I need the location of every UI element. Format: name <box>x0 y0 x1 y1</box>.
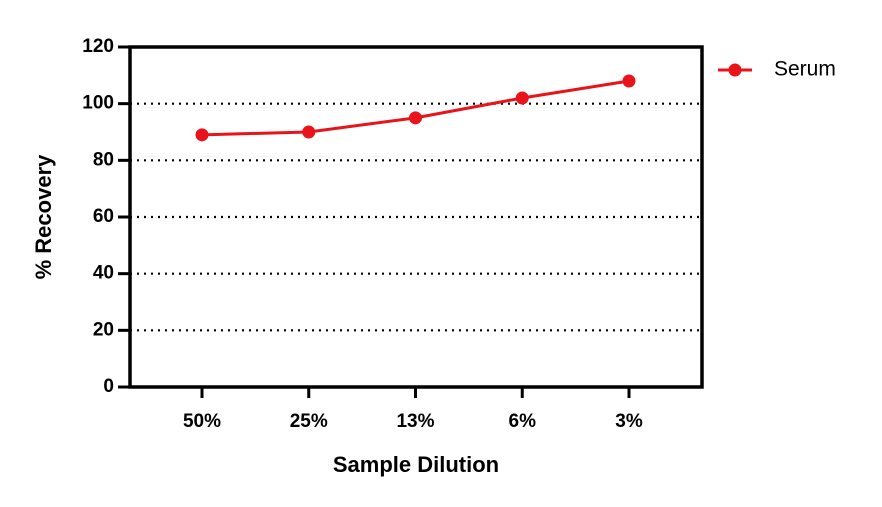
legend-marker <box>728 63 742 77</box>
data-point <box>409 111 422 125</box>
data-point <box>515 91 529 105</box>
legend-label: Serum <box>774 58 836 81</box>
y-tick-label: 100 <box>82 93 114 114</box>
y-tick-label: 0 <box>103 376 114 397</box>
y-tick-label: 120 <box>82 36 114 57</box>
y-tick-label: 40 <box>93 263 114 284</box>
x-tick-label: 25% <box>290 411 328 432</box>
data-point <box>622 74 636 88</box>
y-tick-label: 60 <box>93 206 114 227</box>
x-axis-title: Sample Dilution <box>333 452 499 477</box>
data-point <box>302 125 316 139</box>
y-tick-label: 80 <box>93 149 114 170</box>
y-axis-title: % Recovery <box>31 154 56 280</box>
data-point <box>195 128 209 142</box>
y-tick-label: 20 <box>93 319 114 340</box>
x-tick-label: 6% <box>509 411 537 432</box>
plot-frame <box>128 45 704 389</box>
x-tick-label: 50% <box>183 411 221 432</box>
x-tick-label: 13% <box>396 411 434 432</box>
x-tick-label: 3% <box>615 411 643 432</box>
